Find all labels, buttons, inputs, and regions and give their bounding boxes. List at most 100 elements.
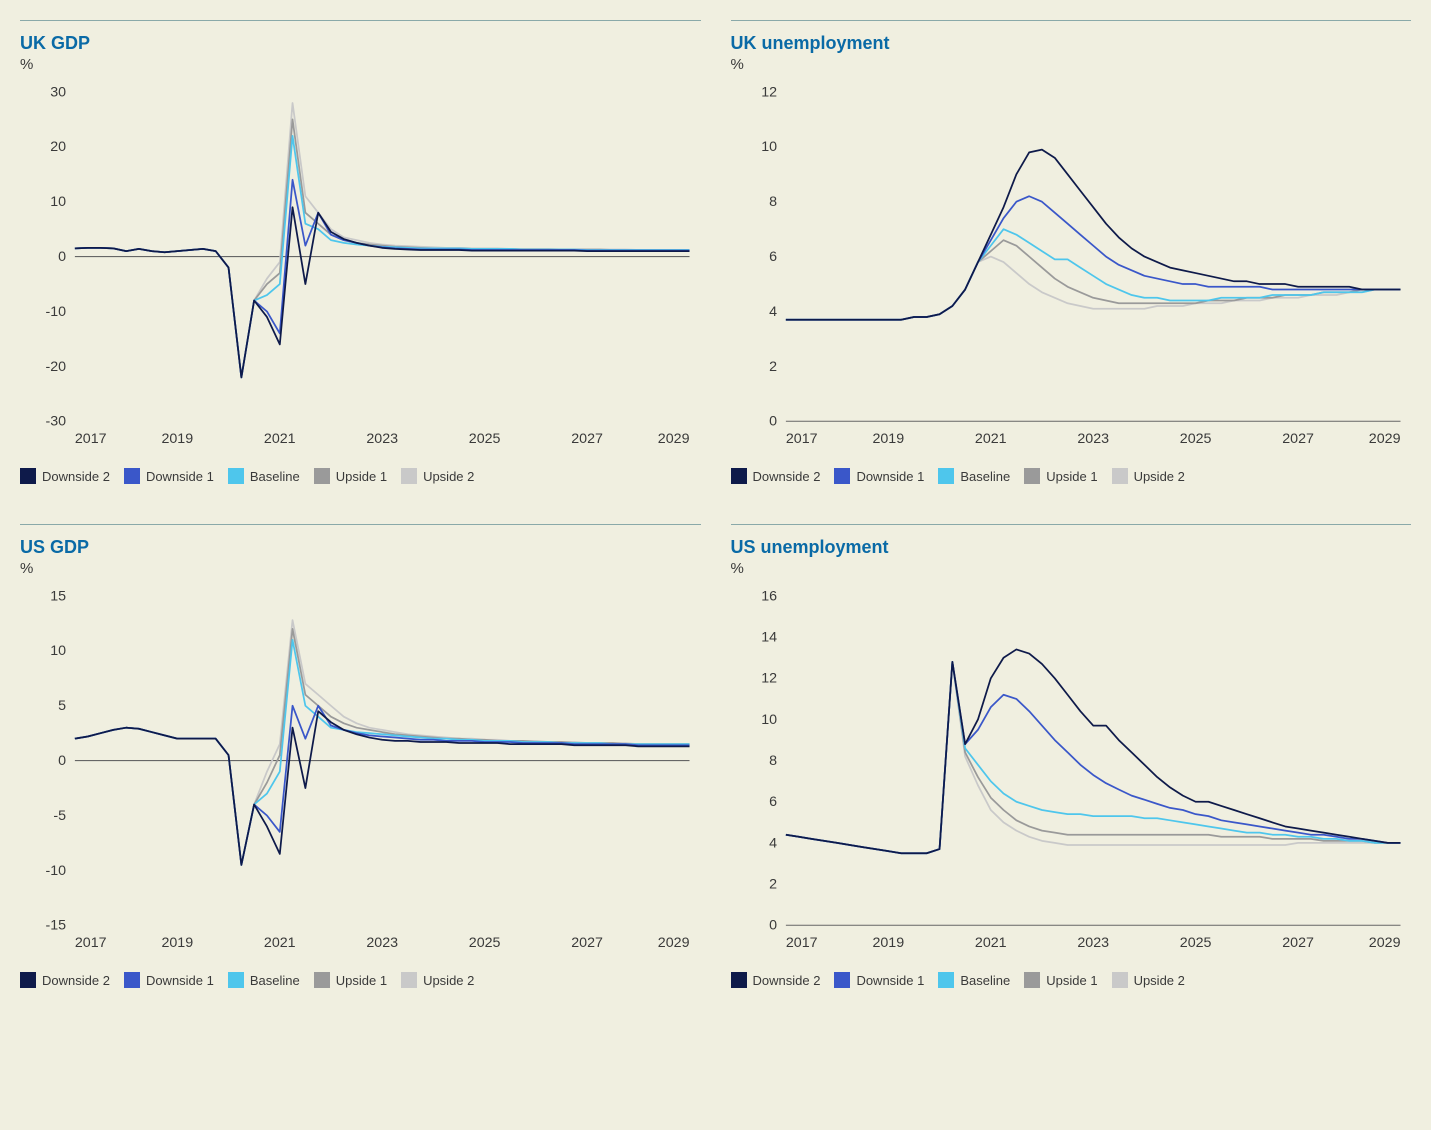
series-line-upside2 bbox=[785, 662, 1400, 853]
xtick-label: 2029 bbox=[1368, 935, 1400, 951]
xtick-label: 2021 bbox=[974, 935, 1006, 951]
legend-swatch bbox=[1024, 972, 1040, 988]
panel-top-rule bbox=[20, 20, 701, 21]
ytick-label: 4 bbox=[769, 304, 777, 320]
ytick-label: -5 bbox=[53, 808, 66, 824]
legend-item-upside1: Upside 1 bbox=[1024, 972, 1097, 988]
legend-swatch bbox=[124, 972, 140, 988]
legend-swatch bbox=[834, 468, 850, 484]
ytick-label: 10 bbox=[50, 194, 66, 210]
panel-unit: % bbox=[731, 560, 1412, 577]
legend-item-upside1: Upside 1 bbox=[314, 468, 387, 484]
legend-label: Upside 2 bbox=[1134, 469, 1185, 484]
legend-item-downside2: Downside 2 bbox=[731, 468, 821, 484]
xtick-label: 2025 bbox=[469, 935, 501, 951]
legend-label: Baseline bbox=[960, 973, 1010, 988]
ytick-label: 2 bbox=[769, 359, 777, 375]
ytick-label: 10 bbox=[761, 139, 777, 155]
legend-swatch bbox=[1112, 972, 1128, 988]
legend-label: Downside 1 bbox=[146, 973, 214, 988]
legend-swatch bbox=[1024, 468, 1040, 484]
legend-label: Downside 2 bbox=[753, 469, 821, 484]
panel-us_unemp: US unemployment%024681012141620172019202… bbox=[731, 524, 1412, 988]
xtick-label: 2027 bbox=[571, 431, 603, 447]
legend-label: Baseline bbox=[960, 469, 1010, 484]
legend-swatch bbox=[834, 972, 850, 988]
ytick-label: 6 bbox=[769, 794, 777, 810]
ytick-label: 16 bbox=[761, 589, 777, 605]
ytick-label: 20 bbox=[50, 139, 66, 155]
legend-swatch bbox=[1112, 468, 1128, 484]
ytick-label: 0 bbox=[769, 414, 777, 430]
panel-top-rule bbox=[731, 524, 1412, 525]
legend: Downside 2 Downside 1 Baseline Upside 1 Upsi… bbox=[731, 468, 1412, 484]
legend-swatch bbox=[401, 972, 417, 988]
ytick-label: -30 bbox=[45, 414, 66, 430]
panel-unit: % bbox=[20, 56, 701, 73]
chart-grid: UK GDP%-30-20-10010203020172019202120232… bbox=[20, 20, 1411, 988]
panel-uk_gdp: UK GDP%-30-20-10010203020172019202120232… bbox=[20, 20, 701, 484]
series-line-upside1 bbox=[785, 240, 1400, 320]
panel-top-rule bbox=[731, 20, 1412, 21]
xtick-label: 2017 bbox=[75, 935, 107, 951]
legend-item-downside2: Downside 2 bbox=[731, 972, 821, 988]
series-line-baseline bbox=[75, 640, 690, 865]
legend-item-upside2: Upside 2 bbox=[401, 972, 474, 988]
legend-label: Baseline bbox=[250, 973, 300, 988]
xtick-label: 2021 bbox=[264, 431, 296, 447]
xtick-label: 2025 bbox=[1179, 431, 1211, 447]
ytick-label: -20 bbox=[45, 359, 66, 375]
legend-label: Upside 2 bbox=[423, 469, 474, 484]
ytick-label: 10 bbox=[761, 712, 777, 728]
xtick-label: 2023 bbox=[366, 935, 398, 951]
legend-item-upside2: Upside 2 bbox=[401, 468, 474, 484]
legend-label: Upside 1 bbox=[1046, 973, 1097, 988]
xtick-label: 2021 bbox=[264, 935, 296, 951]
series-line-baseline bbox=[785, 662, 1400, 853]
ytick-label: 12 bbox=[761, 671, 777, 687]
legend-swatch bbox=[731, 468, 747, 484]
panel-unit: % bbox=[20, 560, 701, 577]
ytick-label: 8 bbox=[769, 194, 777, 210]
series-line-upside2 bbox=[785, 257, 1400, 320]
legend-label: Upside 1 bbox=[336, 469, 387, 484]
legend-swatch bbox=[314, 972, 330, 988]
panel-title: US unemployment bbox=[731, 537, 1412, 558]
legend-item-downside1: Downside 1 bbox=[834, 468, 924, 484]
chart-svg: 0246810121416201720192021202320252027202… bbox=[731, 585, 1412, 958]
legend-item-downside2: Downside 2 bbox=[20, 972, 110, 988]
chart-svg: -15-10-505101520172019202120232025202720… bbox=[20, 585, 701, 958]
legend-item-downside2: Downside 2 bbox=[20, 468, 110, 484]
xtick-label: 2025 bbox=[469, 431, 501, 447]
legend-item-upside2: Upside 2 bbox=[1112, 972, 1185, 988]
legend-swatch bbox=[314, 468, 330, 484]
legend-swatch bbox=[938, 972, 954, 988]
panel-us_gdp: US GDP%-15-10-50510152017201920212023202… bbox=[20, 524, 701, 988]
legend-item-upside1: Upside 1 bbox=[1024, 468, 1097, 484]
legend-label: Upside 1 bbox=[336, 973, 387, 988]
xtick-label: 2029 bbox=[658, 431, 690, 447]
legend-label: Downside 1 bbox=[856, 973, 924, 988]
legend-label: Upside 2 bbox=[423, 973, 474, 988]
ytick-label: 0 bbox=[769, 918, 777, 934]
ytick-label: 0 bbox=[58, 249, 66, 265]
legend-label: Downside 2 bbox=[753, 973, 821, 988]
series-line-upside1 bbox=[785, 662, 1400, 853]
ytick-label: 8 bbox=[769, 753, 777, 769]
legend-item-downside1: Downside 1 bbox=[124, 972, 214, 988]
legend: Downside 2Downside 1BaselineUpside 1Upsi… bbox=[20, 468, 701, 484]
chart-svg: -30-20-100102030201720192021202320252027… bbox=[20, 81, 701, 454]
legend-label: Downside 2 bbox=[42, 469, 110, 484]
legend-label: Upside 1 bbox=[1046, 469, 1097, 484]
legend: Downside 2 Downside 1 Baseline Upside 1 Upsi… bbox=[20, 972, 701, 988]
xtick-label: 2027 bbox=[1282, 935, 1314, 951]
ytick-label: 10 bbox=[50, 643, 66, 659]
series-line-downside1 bbox=[785, 196, 1400, 319]
ytick-label: 30 bbox=[50, 84, 66, 100]
ytick-label: 12 bbox=[761, 84, 777, 100]
xtick-label: 2019 bbox=[872, 431, 904, 447]
legend: Downside 2 Downside 1 Baseline Upside 1 Upsi… bbox=[731, 972, 1412, 988]
legend-item-upside1: Upside 1 bbox=[314, 972, 387, 988]
legend-item-downside1: Downside 1 bbox=[834, 972, 924, 988]
panel-uk_unemp: UK unemployment%024681012201720192021202… bbox=[731, 20, 1412, 484]
